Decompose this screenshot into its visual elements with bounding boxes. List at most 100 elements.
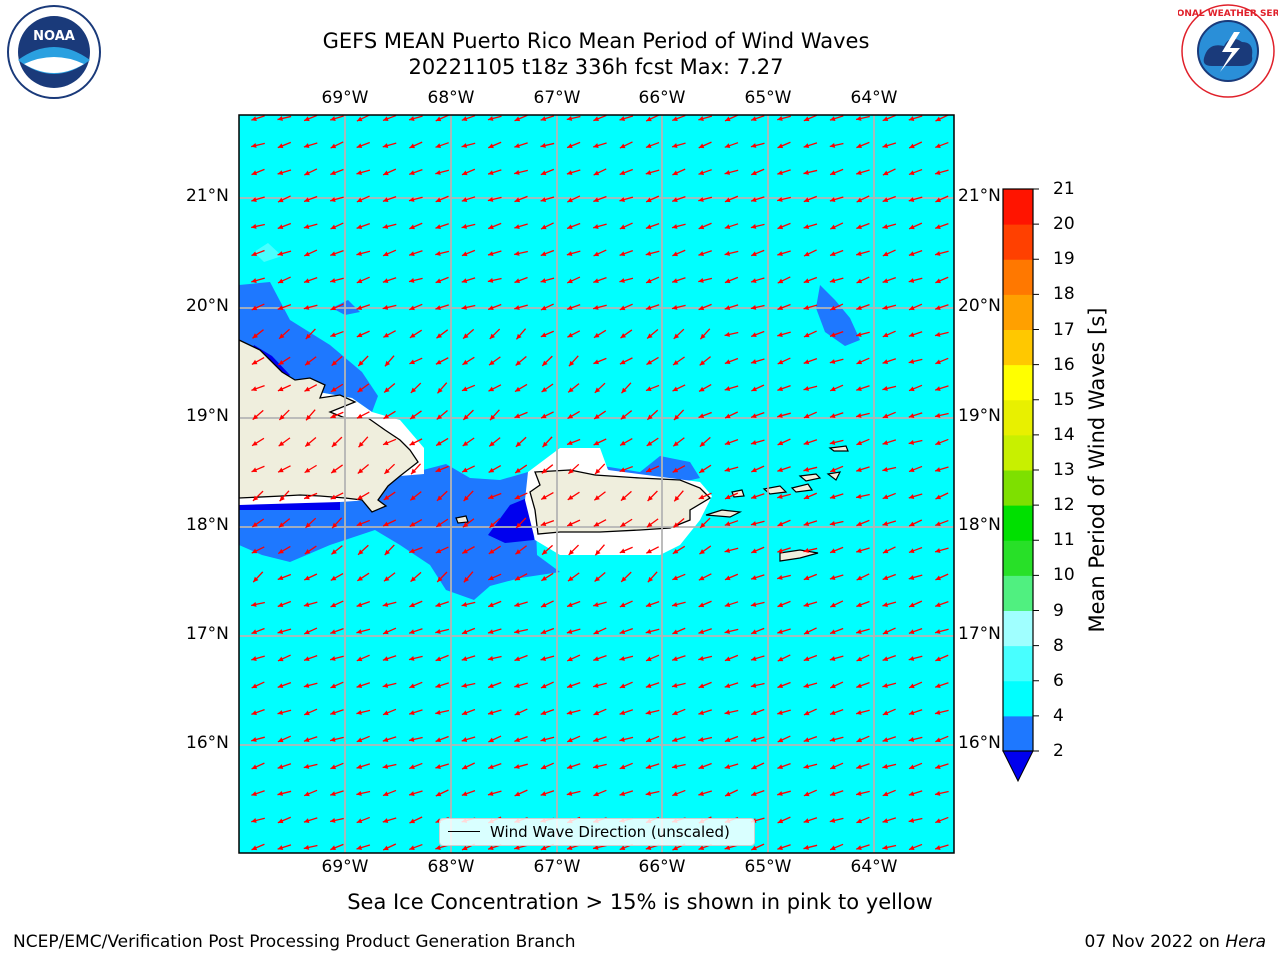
wind-wave-arrowhead (277, 791, 283, 796)
wind-wave-arrowhead (461, 278, 468, 283)
wind-wave-arrowhead (751, 467, 757, 473)
wind-wave-arrowhead (698, 143, 705, 149)
wind-wave-arrowhead (646, 197, 652, 203)
wind-wave-arrowhead (568, 468, 574, 474)
wind-wave-arrowhead (567, 737, 573, 743)
wind-wave-arrowhead (829, 737, 836, 742)
wind-wave-arrowhead (306, 414, 312, 421)
wind-wave-arrowhead (568, 549, 574, 555)
land-st-john (790, 483, 814, 493)
wind-wave-arrowhead (332, 522, 338, 529)
wind-wave-arrowhead (777, 224, 784, 230)
wind-wave-arrowhead (803, 386, 810, 391)
wind-wave-arrowhead (882, 494, 889, 500)
wind-wave-arrowhead (435, 602, 441, 608)
wind-wave-arrowhead (356, 197, 363, 203)
wind-wave-arrowhead (699, 386, 705, 392)
wind-wave-arrowhead (461, 224, 468, 229)
wind-wave-arrowhead (673, 360, 679, 365)
wind-wave-arrowhead (645, 683, 652, 689)
wind-wave-arrowhead (356, 170, 362, 175)
wind-wave-arrowhead (829, 791, 836, 797)
wind-wave-arrowhead (595, 468, 601, 475)
wind-wave-arrowhead (935, 548, 941, 553)
wind-wave-arrowhead (540, 656, 547, 661)
wind-wave-arrowhead (382, 791, 389, 797)
wind-wave-arrowhead (674, 495, 680, 502)
wind-wave-arrowhead (278, 441, 285, 447)
wind-wave-arrowhead (619, 548, 626, 554)
wind-wave-arrowhead (908, 656, 915, 661)
wind-wave-arrowhead (856, 197, 863, 203)
wind-wave-arrowhead (567, 305, 573, 311)
wind-wave-arrowhead (488, 494, 494, 500)
wind-wave-arrowhead (672, 629, 678, 635)
wind-wave-arrowhead (672, 170, 679, 176)
wind-wave-arrowhead (856, 683, 862, 689)
wind-wave-arrowhead (409, 764, 415, 770)
wind-wave-arrowhead (908, 845, 915, 851)
wind-wave-arrowhead (383, 629, 389, 635)
wind-wave-arrowhead (409, 170, 415, 176)
wind-wave-arrowhead (461, 197, 468, 202)
wind-wave-arrowhead (514, 386, 521, 392)
wind-wave-arrowhead (777, 845, 783, 851)
period-region-south-hispaniola (239, 464, 560, 600)
wind-wave-arrowhead (725, 494, 731, 500)
wind-wave-arrowhead (830, 332, 836, 338)
wind-wave-arrowhead (593, 737, 599, 743)
wind-wave-arrowhead (646, 359, 653, 365)
wind-wave-arrowhead (462, 441, 469, 446)
wind-wave-arrowhead (567, 683, 573, 689)
wind-wave-arrowhead (277, 683, 284, 689)
wind-wave-arrowhead (935, 170, 941, 175)
wind-wave-arrowhead (619, 764, 626, 770)
colorbar-segment (1003, 189, 1033, 225)
colorbar-tick-label: 8 (1053, 635, 1064, 656)
wind-wave-arrowhead (330, 494, 337, 500)
wind-wave-arrowhead (251, 764, 258, 770)
wind-wave-arrowhead (356, 845, 362, 850)
land-puerto-rico (529, 469, 712, 535)
wind-wave-arrowhead (619, 845, 626, 851)
wind-wave-arrowhead (724, 683, 731, 688)
wind-wave-arrowhead (330, 332, 336, 338)
wind-wave-arrowhead (356, 602, 363, 608)
wind-wave-arrowhead (435, 764, 441, 769)
wind-wave-arrowhead (356, 413, 363, 419)
lat-tick-right: 16°N (958, 733, 1001, 753)
wind-wave-arrowhead (303, 143, 310, 148)
wind-wave-arrowhead (646, 278, 652, 284)
wind-wave-arrowhead (777, 359, 784, 365)
wind-wave-arrowhead (462, 467, 468, 473)
wind-wave-arrowhead (515, 360, 522, 366)
wind-wave-arrowhead (384, 360, 391, 367)
wind-wave-arrowhead (829, 359, 836, 364)
wind-wave-arrowhead (751, 278, 757, 283)
lon-tick-bottom: 67°W (533, 857, 581, 877)
wind-wave-arrowhead (671, 763, 678, 769)
wind-wave-arrowhead (829, 116, 836, 121)
period-region-north-hispaniola (239, 282, 378, 412)
wind-wave-arrowhead (620, 440, 626, 446)
wind-wave-arrowhead (935, 143, 941, 149)
wind-wave-arrowhead (489, 333, 496, 339)
wind-wave-arrowhead (803, 494, 810, 500)
wind-wave-arrowhead (279, 495, 285, 502)
wind-wave-arrowhead (645, 764, 652, 769)
wind-wave-arrowhead (724, 251, 731, 256)
wind-wave-arrowhead (803, 332, 810, 338)
wind-wave-arrowhead (777, 332, 783, 337)
wind-wave-arrowhead (882, 764, 888, 769)
wind-wave-arrowhead (304, 251, 310, 257)
wind-wave-arrowhead (303, 683, 310, 688)
wind-wave-arrowhead (593, 440, 600, 446)
wind-wave-arrowhead (409, 116, 415, 121)
wind-wave-arrowhead (777, 413, 783, 418)
wind-wave-arrowhead (803, 116, 810, 122)
wind-wave-arrowhead (803, 143, 810, 148)
wind-wave-arrowhead (252, 414, 259, 420)
wind-wave-arrowhead (330, 629, 336, 635)
wind-wave-arrowhead (487, 791, 494, 796)
wind-wave-arrowhead (647, 576, 654, 583)
